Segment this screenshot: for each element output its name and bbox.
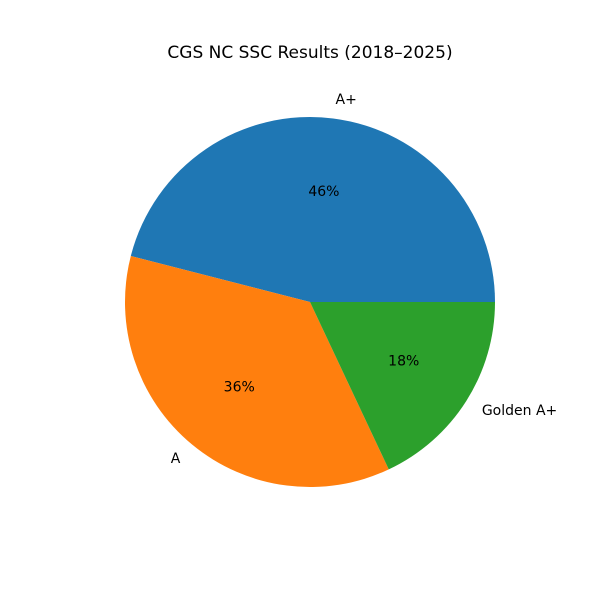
pie-slice [130,117,495,302]
pie-slice [310,302,495,470]
pie-slice [125,255,389,487]
value-label: 18% [388,353,419,369]
chart-title: CGS NC SSC Results (2018–2025) [167,43,452,63]
slice-label: Golden A+ [482,403,557,419]
value-label: 46% [308,184,339,200]
value-label: 36% [224,380,255,396]
slice-label: A+ [336,92,357,108]
slice-label: A [171,451,181,467]
